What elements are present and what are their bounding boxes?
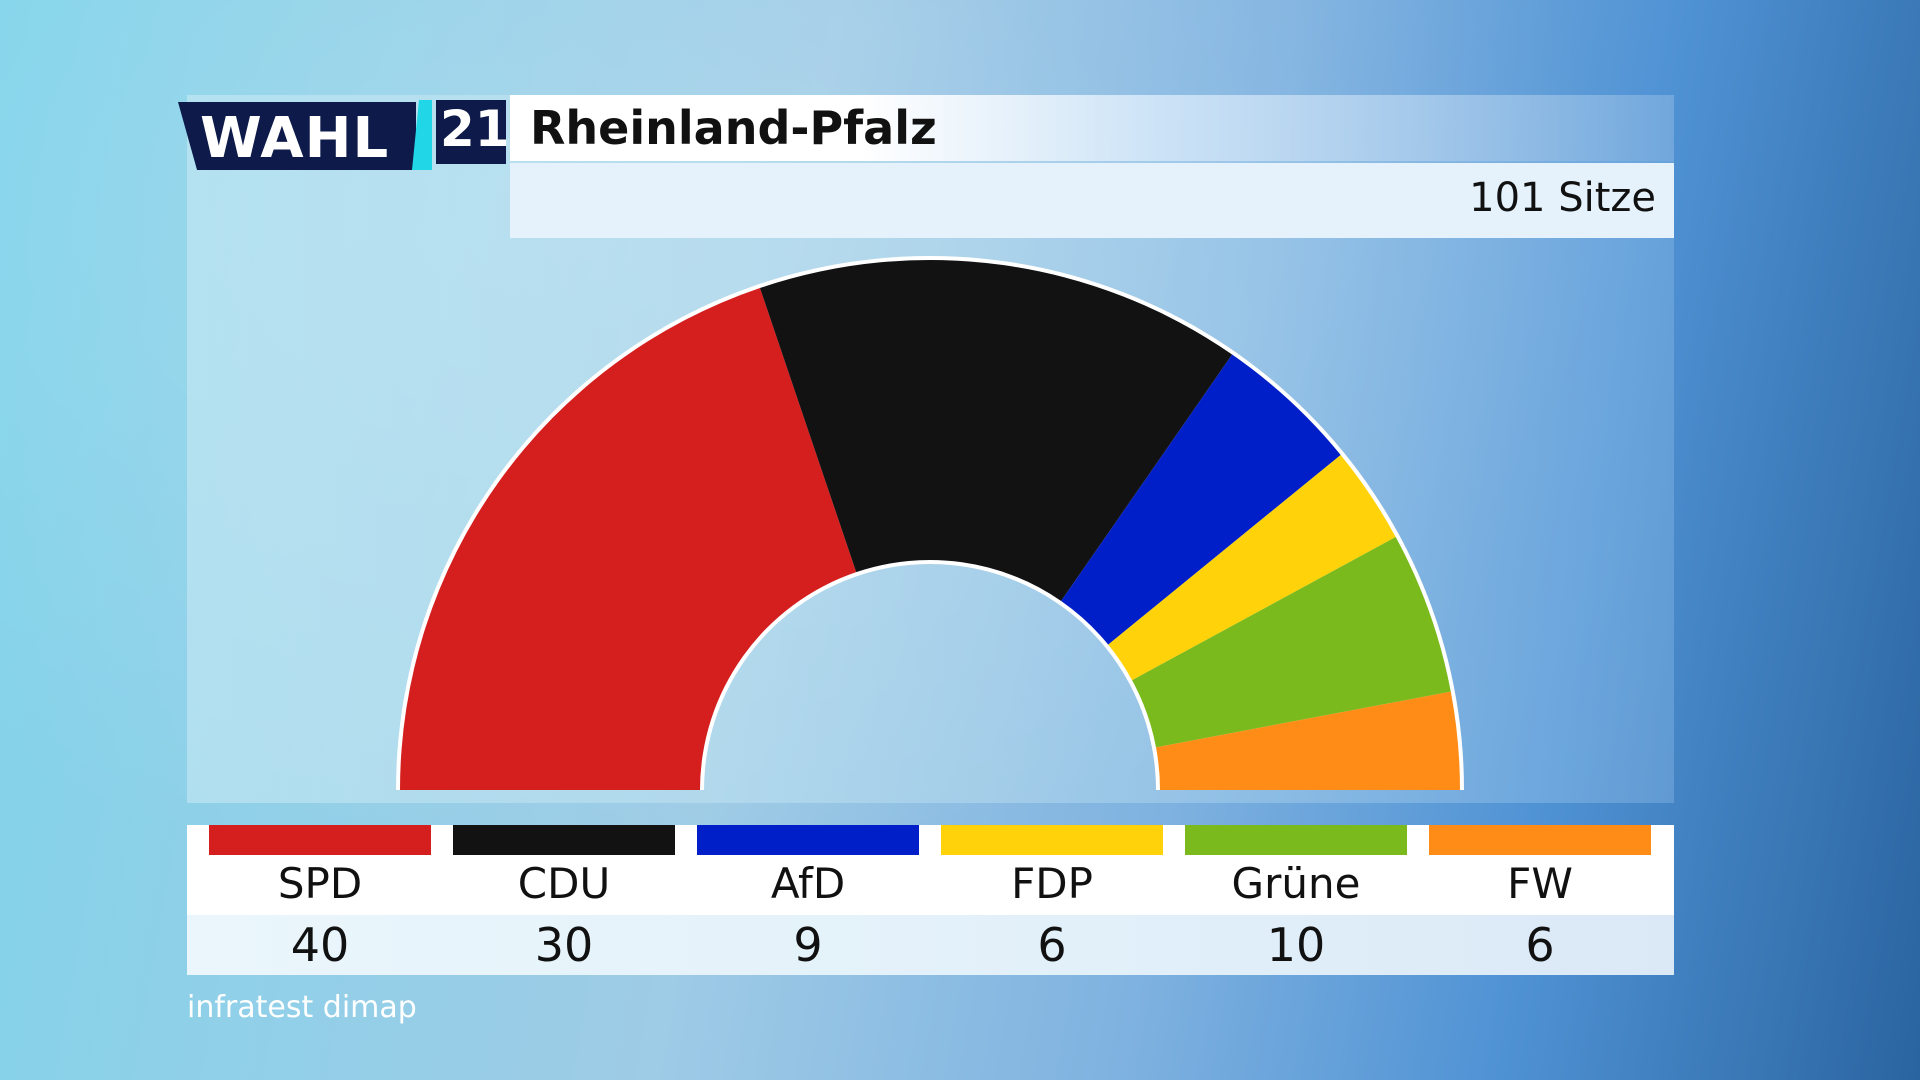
legend-item-spd: SPD 40 (209, 825, 431, 975)
logo-year-block: 21 (436, 100, 510, 164)
legend-bottom-band (187, 915, 1674, 975)
legend-swatch-grne (1185, 825, 1407, 855)
legend-item-fdp: FDP 6 (941, 825, 1163, 975)
legend-label-afd: AfD (770, 859, 846, 908)
legend-value-grne: 10 (1266, 918, 1326, 972)
legend-value-cdu: 30 (534, 918, 594, 972)
legend-swatch-fdp (941, 825, 1163, 855)
legend-swatch-cdu (453, 825, 675, 855)
legend-label-cdu: CDU (517, 859, 611, 908)
legend-value-fdp: 6 (1037, 918, 1067, 972)
seat-segment-afd (1061, 354, 1341, 645)
logo-wahl-block: WAHL (178, 102, 416, 170)
seats-bar: 101 Sitze (510, 163, 1674, 238)
seat-segment-fdp (1108, 454, 1396, 681)
legend-item-cdu: CDU 30 (453, 825, 675, 975)
legend-value-afd: 9 (793, 918, 823, 972)
legend-label-fw: FW (1507, 859, 1573, 908)
legend-top-band (187, 825, 1674, 915)
seat-segment-grne (1132, 536, 1451, 748)
wahl-logo: WAHL 21 (178, 100, 510, 170)
seat-segment-fw (1156, 691, 1460, 790)
title-bar: Rheinland-Pfalz (510, 95, 1674, 161)
legend-item-grne: Grüne 10 (1185, 825, 1407, 975)
legend-label-spd: SPD (277, 859, 363, 908)
legend-swatch-afd (697, 825, 919, 855)
legend-value-fw: 6 (1525, 918, 1555, 972)
legend-item-afd: AfD 9 (697, 825, 919, 975)
legend-swatch-fw (1429, 825, 1651, 855)
logo-wahl-text: WAHL (200, 106, 390, 171)
logo-year-text: 21 (440, 100, 510, 158)
seat-arc-group (396, 256, 1464, 790)
legend-item-fw: FW 6 (1429, 825, 1651, 975)
seat-segment-cdu (759, 260, 1233, 602)
legend-value-spd: 40 (290, 918, 350, 972)
source-label: infratest dimap (187, 990, 417, 1025)
legend: SPD 40 CDU 30 AfD 9 FDP 6 Grüne 10 FW 6 (187, 825, 1674, 975)
legend-label-fdp: FDP (1011, 859, 1093, 908)
legend-swatch-spd (209, 825, 431, 855)
chart-title: Rheinland-Pfalz (530, 101, 937, 155)
legend-label-grne: Grüne (1231, 859, 1361, 908)
total-seats-label: 101 Sitze (1469, 175, 1656, 221)
seat-segment-spd (400, 288, 857, 790)
